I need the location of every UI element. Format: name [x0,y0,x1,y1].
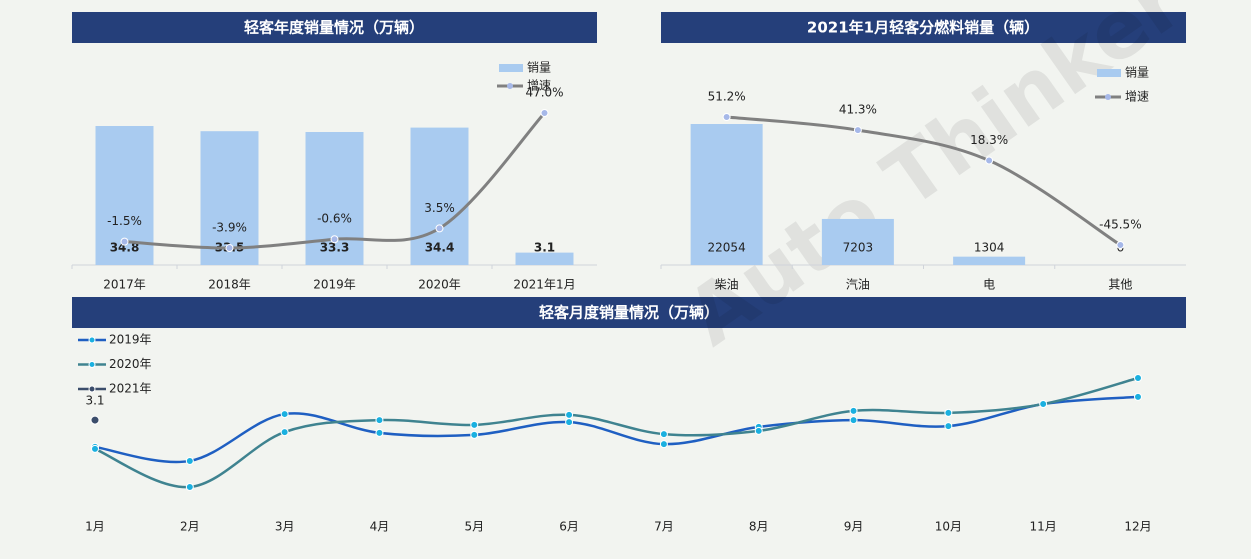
point-marker [659,430,668,439]
point-marker [470,430,479,439]
data-label: -3.9% [212,221,247,235]
point-marker [754,426,763,435]
legend-label: 2019年 [109,333,152,347]
chart-title: 轻客月度销量情况（万辆） [539,304,719,322]
series-line [94,395,1139,464]
x-tick-label: 2018年 [208,278,251,292]
point-marker [470,420,479,429]
growth-line [726,115,1122,247]
x-tick-label: 5月 [464,520,484,534]
legend-marker [88,336,96,344]
legend-swatch [1097,69,1121,77]
point-marker [1134,392,1142,401]
point-marker [849,406,858,415]
growth-marker [435,224,444,233]
bar [690,124,763,265]
x-tick-label: 2017年 [103,278,146,292]
growth-marker [540,109,549,117]
point-marker [565,410,574,419]
chart-title: 轻客年度销量情况（万辆） [244,19,424,37]
x-tick-label: 3月 [275,520,295,534]
data-label: 18.3% [970,133,1008,147]
legend-marker [507,83,513,89]
x-tick-label: 10月 [935,520,962,534]
growth-marker [120,237,129,246]
legend-label: 销量 [1125,66,1149,80]
point-marker [659,440,668,449]
data-label: -45.5% [1099,218,1141,232]
growth-marker [985,156,994,165]
x-tick-label: 8月 [749,520,769,534]
point-marker [90,415,100,425]
bar [953,256,1026,265]
growth-marker [853,126,862,135]
x-tick-label: 9月 [844,520,864,534]
data-label: 1304 [974,241,1005,255]
legend-marker [1105,94,1111,100]
legend-swatch [499,64,523,72]
data-label: 3.1 [85,394,104,408]
legend-label: 增速 [1125,90,1149,104]
x-tick-label: 2021年1月 [513,278,575,292]
legend-label: 增速 [527,79,551,93]
data-label: 51.2% [708,90,746,104]
point-marker [944,422,953,431]
point-marker [91,444,99,453]
point-marker [1134,374,1142,382]
series-line [94,376,1139,489]
bar [410,127,469,265]
x-tick-label: 1月 [85,520,105,534]
growth-marker [722,113,731,121]
data-label: 41.3% [839,103,877,117]
bar [821,218,894,265]
point-marker [565,418,574,427]
title-bar [661,12,1186,43]
data-label: 34.4 [425,241,455,255]
x-tick-label: 柴油 [715,278,739,292]
x-tick-label: 其他 [1108,278,1132,292]
data-label: 34.8 [110,241,140,255]
point-marker [375,428,384,437]
data-label: 3.5% [424,201,455,215]
data-label: 7203 [843,241,874,255]
chart-title: 2021年1月轻客分燃料销量（辆） [807,19,1039,37]
x-tick-label: 汽油 [846,277,870,292]
data-label: 3.1 [534,241,555,255]
data-label: 33.3 [320,241,350,255]
x-tick-label: 电 [983,278,995,292]
x-tick-label: 6月 [559,520,579,534]
bar [200,131,259,265]
x-tick-label: 4月 [370,520,390,534]
growth-marker [330,235,339,244]
data-label: -1.5% [107,214,142,228]
bar [515,252,574,265]
data-label: -0.6% [317,212,352,226]
point-marker [280,410,289,419]
title-bar [72,12,597,43]
point-marker [185,456,194,465]
point-marker [185,483,194,491]
x-tick-label: 7月 [654,520,674,534]
point-marker [280,428,289,437]
x-tick-label: 12月 [1124,520,1151,534]
data-label: 22054 [708,241,746,255]
legend-label: 销量 [527,61,551,75]
data-label: 47.0% [525,86,563,100]
point-marker [1039,400,1048,409]
growth-marker [1116,241,1125,249]
point-marker [375,416,384,425]
title-bar [72,297,1186,328]
x-tick-label: 11月 [1030,520,1057,534]
growth-marker [225,244,234,252]
x-tick-label: 2019年 [313,278,356,292]
legend-marker [88,361,96,368]
legend-label: 2020年 [109,357,152,371]
x-tick-label: 2月 [180,520,200,534]
legend-marker [88,385,96,393]
point-marker [944,408,953,417]
legend-label: 2021年 [109,382,152,396]
point-marker [849,416,858,425]
x-tick-label: 2020年 [418,278,461,292]
